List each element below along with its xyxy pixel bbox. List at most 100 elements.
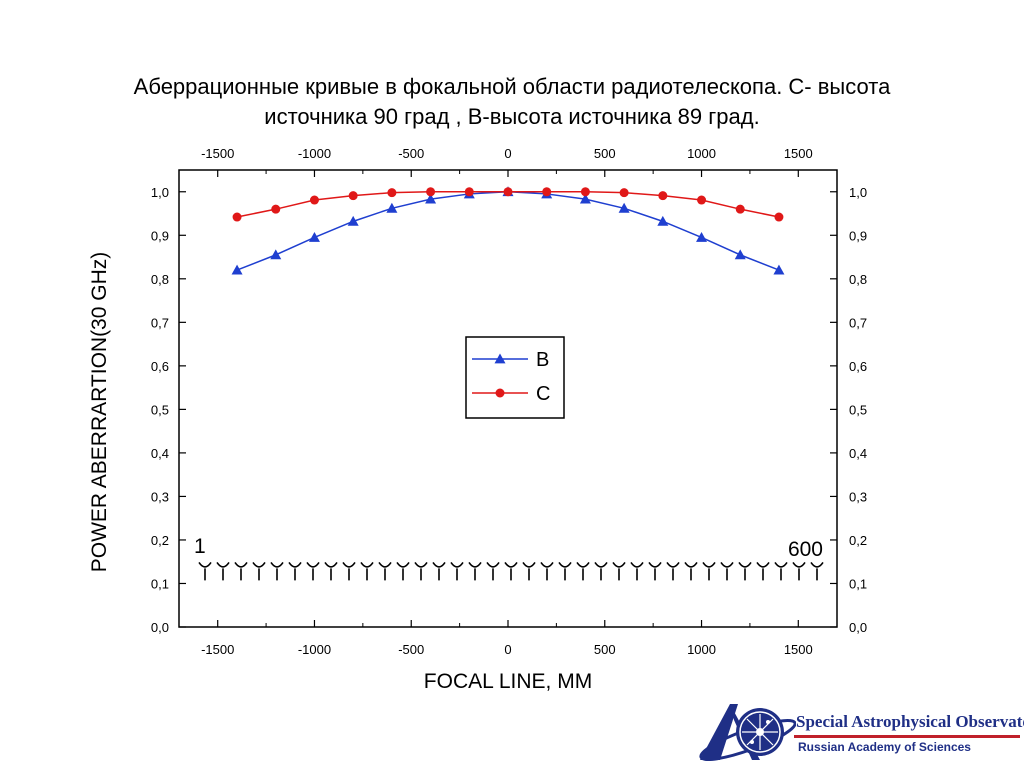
feed-element xyxy=(468,561,482,581)
series-c-point xyxy=(658,191,668,201)
feed-element xyxy=(738,561,752,581)
y-tick-label-left: 1,0 xyxy=(151,185,169,200)
series-b-point xyxy=(425,193,437,204)
x-tick-label-bottom: 1500 xyxy=(784,642,813,657)
feed-element xyxy=(486,561,500,581)
x-tick-label-top: -1000 xyxy=(298,146,331,161)
feed-element xyxy=(234,561,248,581)
series-c-point xyxy=(387,188,397,198)
bottom-axis: -1500 -1000 -500 0 500 1000 1500 xyxy=(201,620,813,657)
feed-element xyxy=(774,561,788,581)
x-axis-title: FOCAL LINE, MM xyxy=(424,670,592,693)
series-b-point xyxy=(696,231,708,242)
y-tick-label-right: 0,0 xyxy=(849,620,867,635)
feed-element xyxy=(198,561,212,581)
y-tick-label-left: 0,4 xyxy=(151,446,169,461)
x-tick-label-top: -500 xyxy=(398,146,424,161)
x-tick-label-top: 500 xyxy=(594,146,616,161)
series-b-point xyxy=(231,264,243,275)
slide-title: Аберрационные кривые в фокальной области… xyxy=(60,72,964,132)
y-tick-label-right: 0,2 xyxy=(849,533,867,548)
feed-element xyxy=(360,561,374,581)
feed-element xyxy=(810,561,824,581)
y-tick-label-right: 0,1 xyxy=(849,576,867,591)
feed-element xyxy=(594,561,608,581)
x-tick-label-bottom: -1500 xyxy=(201,642,234,657)
legend-label-b: B xyxy=(536,349,549,371)
feed-array xyxy=(198,561,824,581)
feed-element xyxy=(630,561,644,581)
feed-element xyxy=(252,561,266,581)
legend-marker-c xyxy=(495,388,505,398)
y-tick-label-left: 0,5 xyxy=(151,402,169,417)
x-tick-label-bottom: 0 xyxy=(504,642,511,657)
feed-element xyxy=(792,561,806,581)
left-axis: 0,0 0,1 0,2 0,3 0,4 0,5 0,6 0,7 0,8 0,9 1,0 xyxy=(151,185,186,635)
series-b-point xyxy=(386,202,398,213)
y-tick-label-left: 0,1 xyxy=(151,576,169,591)
sao-emblem-icon xyxy=(699,704,796,762)
logo-title: Special Astrophysical Observatory xyxy=(796,712,1024,731)
y-axis-title: POWER ABERRARTION(30 GHz) xyxy=(88,252,111,573)
y-tick-label-right: 0,7 xyxy=(849,315,867,330)
feed-element xyxy=(558,561,572,581)
feed-element xyxy=(702,561,716,581)
feed-element xyxy=(270,561,284,581)
y-tick-label-left: 0,8 xyxy=(151,272,169,287)
feed-element xyxy=(288,561,302,581)
y-tick-label-right: 1,0 xyxy=(849,185,867,200)
x-tick-label-top: 1500 xyxy=(784,146,813,161)
x-tick-label-bottom: 500 xyxy=(594,642,616,657)
y-tick-label-left: 0,7 xyxy=(151,315,169,330)
feed-element xyxy=(504,561,518,581)
series-c-point xyxy=(348,191,358,201)
feed-element xyxy=(324,561,338,581)
slide-title-line-1: Аберрационные кривые в фокальной области… xyxy=(133,74,891,99)
y-tick-label-right: 0,6 xyxy=(849,359,867,374)
y-tick-label-right: 0,3 xyxy=(849,489,867,504)
feed-element xyxy=(648,561,662,581)
series-c-point xyxy=(735,204,745,214)
series-b-line xyxy=(236,191,780,271)
x-tick-label-bottom: -1000 xyxy=(298,642,331,657)
series-c-point xyxy=(697,195,707,205)
x-tick-label-top: 1000 xyxy=(687,146,716,161)
legend-marker-b xyxy=(494,353,506,364)
y-tick-label-left: 0,6 xyxy=(151,359,169,374)
array-start-label: 1 xyxy=(194,535,206,558)
series-b-point xyxy=(308,231,320,242)
x-tick-label-top: -1500 xyxy=(201,146,234,161)
feed-element xyxy=(576,561,590,581)
series-c-point xyxy=(542,187,552,197)
top-axis: -1500 -1000 -500 0 500 1000 1500 xyxy=(201,146,813,177)
y-tick-label-left: 0,9 xyxy=(151,228,169,243)
series-c-point xyxy=(271,204,281,214)
feed-element xyxy=(720,561,734,581)
y-tick-label-left: 0,2 xyxy=(151,533,169,548)
feed-element xyxy=(684,561,698,581)
x-tick-label-top: 0 xyxy=(504,146,511,161)
sao-logo: Special Astrophysical Observatory Russia… xyxy=(690,698,1024,768)
feed-element xyxy=(306,561,320,581)
x-tick-label-bottom: 1000 xyxy=(687,642,716,657)
legend-label-c: C xyxy=(536,383,550,405)
series-b-point xyxy=(347,215,359,226)
logo-divider xyxy=(794,735,1020,738)
series-c-point xyxy=(580,187,590,197)
y-tick-label-right: 0,8 xyxy=(849,272,867,287)
slide-title-line-2: источника 90 град , В-высота источника 8… xyxy=(264,104,760,129)
feed-element xyxy=(540,561,554,581)
feed-element xyxy=(414,561,428,581)
y-tick-label-left: 0,0 xyxy=(151,620,169,635)
series-c-point xyxy=(309,195,319,205)
feed-element xyxy=(432,561,446,581)
feed-element xyxy=(612,561,626,581)
series-b-point xyxy=(270,249,282,260)
legend: BC xyxy=(465,336,565,419)
series-c-point xyxy=(774,212,784,222)
series-b-point xyxy=(657,215,669,226)
series-b-point xyxy=(773,264,785,275)
series-b-point xyxy=(734,249,746,260)
right-axis: 0,0 0,1 0,2 0,3 0,4 0,5 0,6 0,7 0,8 0,9 1,0 xyxy=(830,185,867,635)
